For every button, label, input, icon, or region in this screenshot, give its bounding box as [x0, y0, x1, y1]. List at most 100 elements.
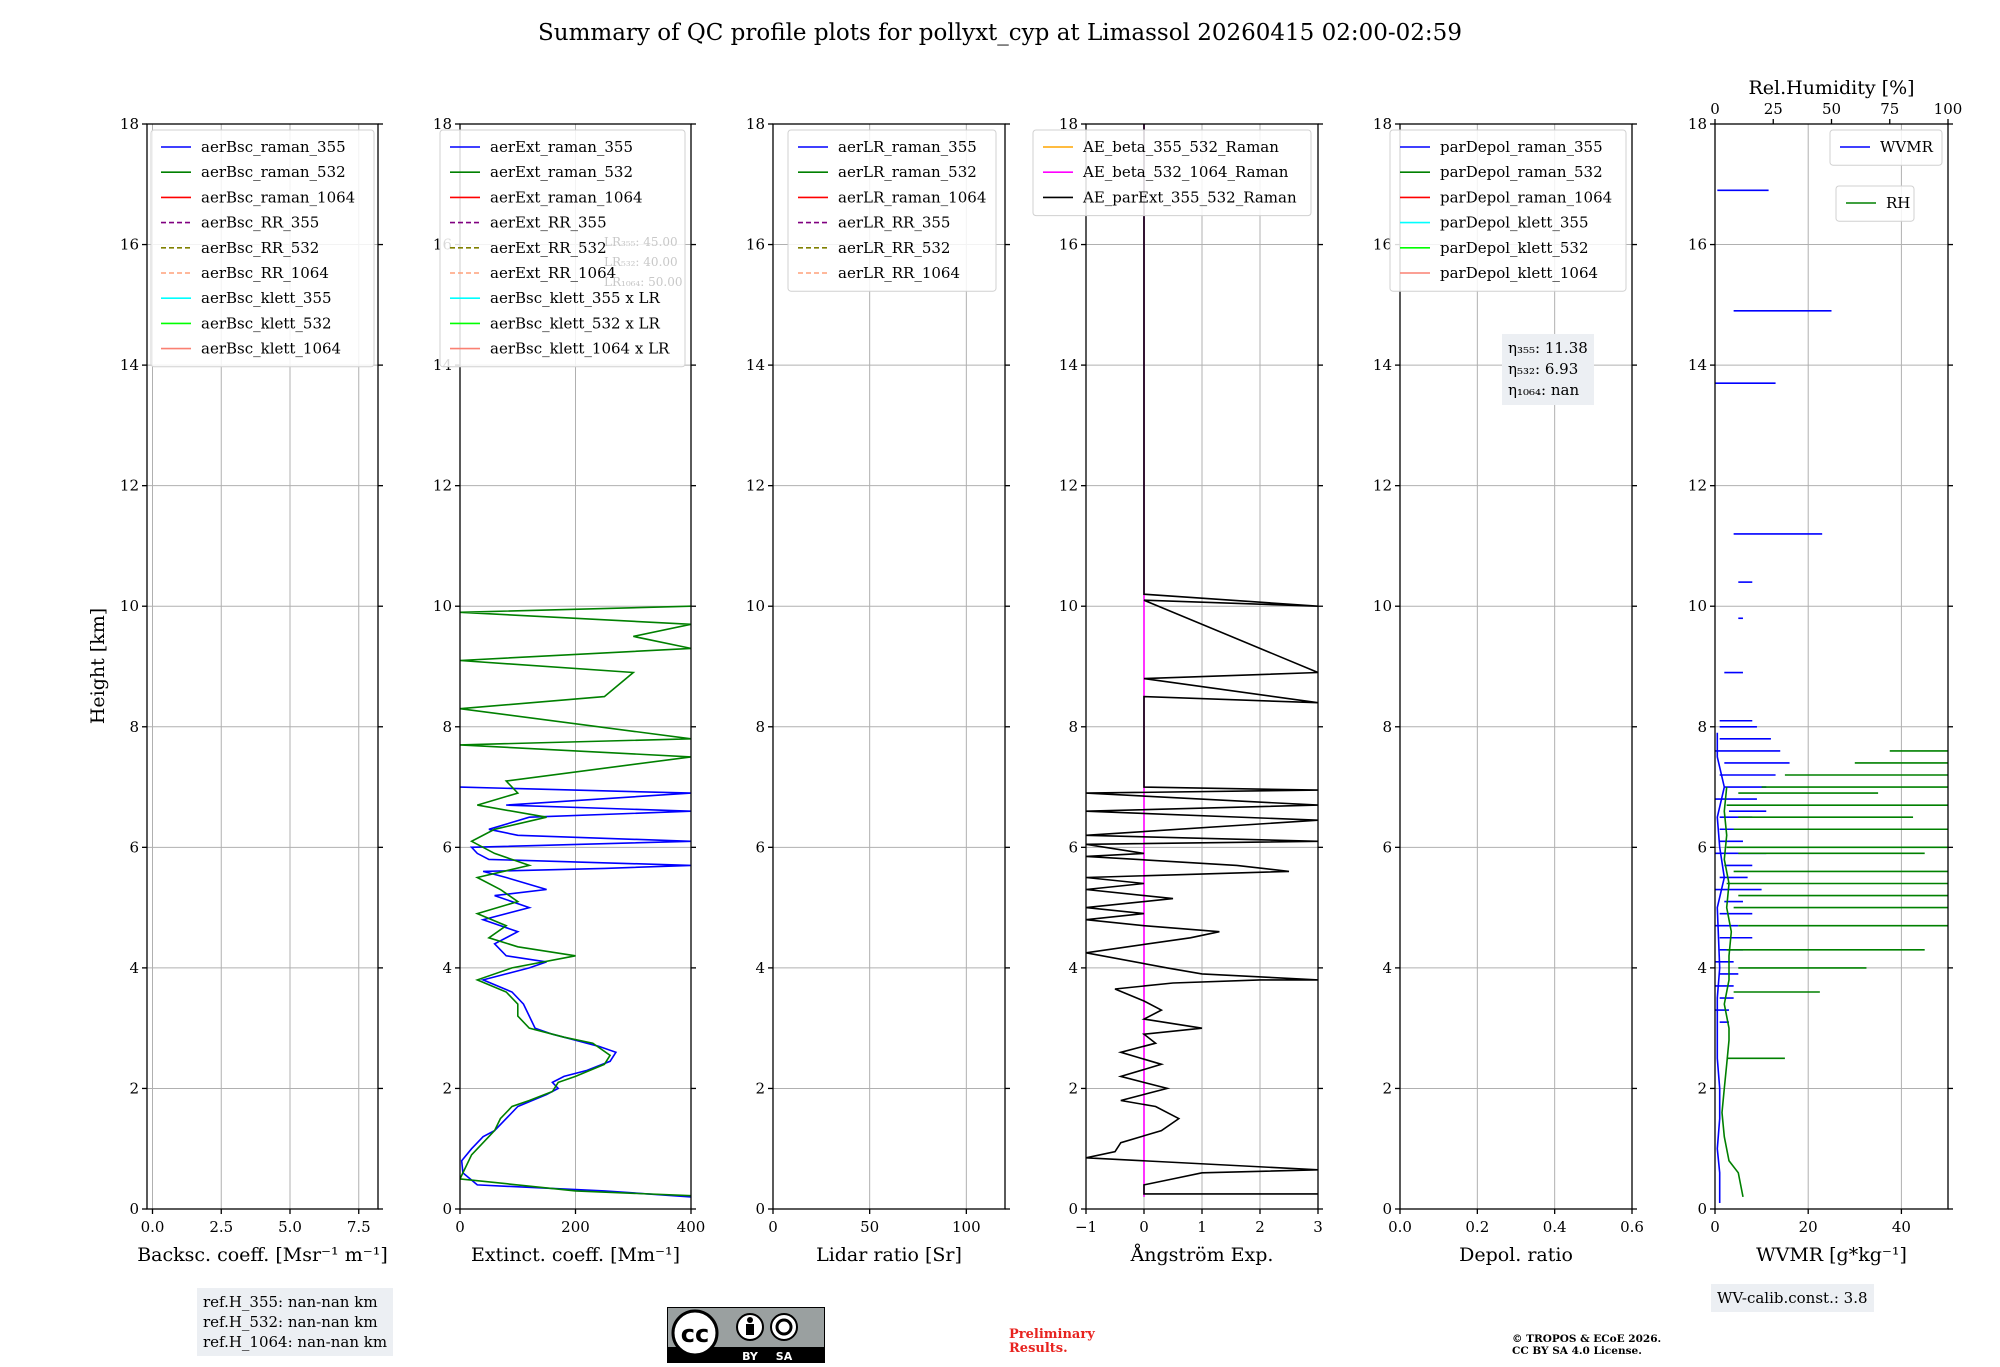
y-tick-label: 14 — [1059, 356, 1078, 374]
legend-label: parDepol_klett_532 — [1440, 239, 1589, 257]
y-tick-label: 18 — [1373, 115, 1392, 133]
figure-title: Summary of QC profile plots for pollyxt_… — [538, 20, 1462, 46]
y-tick-label: 10 — [1373, 597, 1392, 615]
y-tick-label: 0 — [1068, 1200, 1078, 1218]
x-tick-label: 100 — [952, 1218, 981, 1236]
y-tick-label: 16 — [1688, 236, 1707, 254]
sa-icon — [770, 1313, 798, 1341]
y-tick-label: 4 — [1382, 959, 1392, 977]
chart-panel-lidar_ratio: 0 2 4 6 8 10 12 14 16 18 0 50 100 Lidar ratio [Sr] aer… — [746, 115, 1010, 1266]
preliminary-note: Preliminary Results. — [1009, 1328, 1095, 1356]
series-group — [1715, 189, 1948, 1203]
x-tick-label: −1 — [1075, 1218, 1097, 1236]
y-tick-label: 16 — [120, 236, 139, 254]
y-tick-label: 0 — [129, 1200, 139, 1218]
x-tick-label: 0 — [455, 1218, 465, 1236]
series-line-AE_parExt_355_532_Raman — [1086, 124, 1318, 1195]
legend-label: aerBsc_klett_355 x LR — [490, 289, 661, 307]
series-line-aerExt_raman_355 — [460, 786, 691, 1198]
y-tick-label: 12 — [120, 477, 139, 495]
x-axis-label: Lidar ratio [Sr] — [816, 1244, 962, 1266]
legend-label: parDepol_klett_1064 — [1440, 264, 1598, 282]
legend-label: AE_parExt_355_532_Raman — [1082, 188, 1297, 206]
legend-label: aerBsc_RR_1064 — [201, 264, 329, 282]
legend-label: aerBsc_RR_532 — [201, 239, 319, 257]
x-tick-label: 400 — [677, 1218, 706, 1236]
x-tick-label: 0.0 — [1388, 1218, 1412, 1236]
y-tick-label: 8 — [129, 718, 139, 736]
x2-tick-label: 25 — [1764, 100, 1783, 118]
x-tick-label: 0.6 — [1620, 1218, 1644, 1236]
y-tick-label: 2 — [1068, 1079, 1078, 1097]
series-group — [460, 605, 691, 1198]
y-tick-label: 6 — [129, 838, 139, 856]
y-tick-label: 10 — [120, 597, 139, 615]
x-tick-label: 50 — [860, 1218, 879, 1236]
y-tick-label: 4 — [1697, 959, 1707, 977]
legend-label: aerExt_raman_355 — [490, 138, 633, 156]
legend-label: aerExt_RR_355 — [490, 214, 607, 232]
eta-box: η₃₅₅: 11.38 η₅₃₂: 6.93 η₁₀₆₄: nan — [1502, 334, 1594, 405]
y-tick-label: 0 — [755, 1200, 765, 1218]
y-tick-label: 4 — [129, 959, 139, 977]
cc-license-badge[interactable]: cc BY SA — [666, 1306, 826, 1367]
y-tick-label: 2 — [1382, 1079, 1392, 1097]
y-tick-label: 14 — [1373, 356, 1392, 374]
legend-label: aerBsc_klett_1064 x LR — [490, 340, 670, 358]
legend-label: parDepol_raman_355 — [1440, 138, 1603, 156]
y-tick-label: 10 — [1059, 597, 1078, 615]
y-tick-label: 2 — [442, 1079, 452, 1097]
y-tick-label: 4 — [442, 959, 452, 977]
eta-355: η₃₅₅: 11.38 — [1508, 339, 1588, 357]
x-tick-label: 0 — [1139, 1218, 1149, 1236]
legend-label: aerExt_RR_1064 — [490, 264, 616, 282]
legend-label: aerBsc_klett_1064 — [201, 340, 341, 358]
sa-label: SA — [776, 1350, 793, 1363]
chart-panel-extinction: 0246810121416180200400Extinct. coeff. [M… — [433, 115, 705, 1266]
legend-frame — [787, 129, 997, 292]
copyright-line-1: © TROPOS & ECoE 2026. — [1512, 1333, 1662, 1345]
legend-label: aerExt_raman_532 — [490, 163, 633, 181]
legend-label: aerExt_RR_532 — [490, 239, 607, 257]
y-tick-label: 0 — [442, 1200, 452, 1218]
legend-label: aerBsc_raman_1064 — [201, 188, 355, 206]
x-tick-label: 0 — [1710, 1218, 1720, 1236]
y-tick-label: 18 — [433, 115, 452, 133]
legend-label: aerExt_raman_1064 — [490, 188, 643, 206]
y-tick-label: 4 — [755, 959, 765, 977]
x2-tick-label: 50 — [1822, 100, 1841, 118]
y-tick-label: 10 — [746, 597, 765, 615]
legend-label: WVMR — [1880, 138, 1934, 156]
lr-annotation: LR₃₅₅: 45.00 — [604, 235, 678, 249]
axes-frame — [146, 123, 379, 1210]
y-tick-label: 2 — [1697, 1079, 1707, 1097]
x2-axis-label: Rel.Humidity [%] — [1748, 77, 1914, 99]
x-axis-label: Backsc. coeff. [Msr⁻¹ m⁻¹] — [137, 1244, 388, 1266]
legend-label: parDepol_klett_355 — [1440, 214, 1589, 232]
y-tick-label: 16 — [1059, 236, 1078, 254]
x-tick-label: 0.2 — [1465, 1218, 1489, 1236]
legend-label: aerBsc_klett_532 x LR — [490, 314, 661, 332]
y-tick-label: 18 — [1059, 115, 1078, 133]
legend-frame — [1829, 129, 1943, 166]
y-tick-label: 6 — [442, 838, 452, 856]
legend-frame — [1032, 129, 1312, 217]
y-tick-label: 8 — [442, 718, 452, 736]
copyright-line-2: CC BY SA 4.0 License. — [1512, 1345, 1642, 1357]
x-tick-label: 200 — [561, 1218, 590, 1236]
x2-tick-label: 75 — [1880, 100, 1899, 118]
series-line-RH — [1721, 787, 1744, 1198]
y-tick-label: 12 — [1373, 477, 1392, 495]
y-tick-label: 6 — [1697, 838, 1707, 856]
y-tick-label: 18 — [120, 115, 139, 133]
legend: aerBsc_raman_355 aerBsc_raman_532 aerBsc_r… — [150, 129, 375, 368]
series-group — [1086, 124, 1318, 1197]
legend: aerExt_raman_355 aerExt_raman_532 aerExt_r… — [439, 129, 686, 368]
y-tick-label: 12 — [1059, 477, 1078, 495]
y-tick-label: 6 — [755, 838, 765, 856]
x-tick-label: 20 — [1799, 1218, 1818, 1236]
series-line-aerExt_raman_532 — [460, 605, 691, 1197]
y-tick-label: 2 — [129, 1079, 139, 1097]
legend-frame — [439, 129, 686, 368]
y-tick-label: 8 — [1697, 718, 1707, 736]
